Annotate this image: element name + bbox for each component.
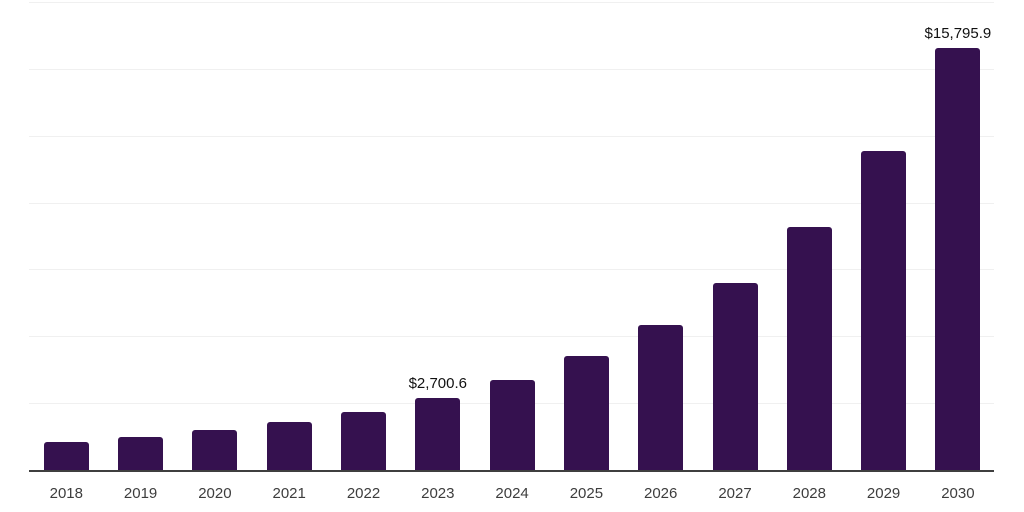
x-axis-line <box>29 470 994 472</box>
x-tick-label-2023: 2023 <box>421 485 455 502</box>
x-tick-label-2020: 2020 <box>198 485 232 502</box>
x-tick-label-2019: 2019 <box>123 485 158 502</box>
x-tick-label-2029: 2029 <box>866 485 901 502</box>
x-tick-label-2018: 2018 <box>49 485 83 502</box>
gridline <box>29 135 994 137</box>
x-tick-label-2024: 2024 <box>495 485 529 502</box>
x-tick-label-2030: 2030 <box>941 485 975 502</box>
bar-2023 <box>415 397 461 470</box>
bar-2029 <box>861 150 907 470</box>
bar-2021 <box>266 421 312 470</box>
value-label-2030: $15,795.9 <box>924 24 992 42</box>
value-label-2023: $2,700.6 <box>408 374 467 392</box>
x-tick-label-2027: 2027 <box>718 485 752 502</box>
x-tick-label-2025: 2025 <box>569 485 604 502</box>
bar-2022 <box>341 411 386 470</box>
x-tick-label-2021: 2021 <box>272 485 306 502</box>
bar-2018 <box>43 441 89 470</box>
bar-2026 <box>638 324 684 470</box>
bar-2030 <box>935 47 981 470</box>
bar-2025 <box>563 356 609 470</box>
gridline <box>29 269 994 271</box>
bar-2019 <box>118 436 164 470</box>
bar-2028 <box>786 226 832 470</box>
gridline <box>29 336 994 338</box>
x-tick-label-2028: 2028 <box>792 485 826 502</box>
bar-2020 <box>192 430 238 470</box>
x-tick-label-2026: 2026 <box>644 485 678 502</box>
x-tick-label-2022: 2022 <box>346 485 381 502</box>
bar-2024 <box>489 379 535 470</box>
gridline <box>29 68 994 70</box>
gridline <box>29 2 994 3</box>
bar-2027 <box>712 282 758 470</box>
gridline <box>29 202 994 204</box>
